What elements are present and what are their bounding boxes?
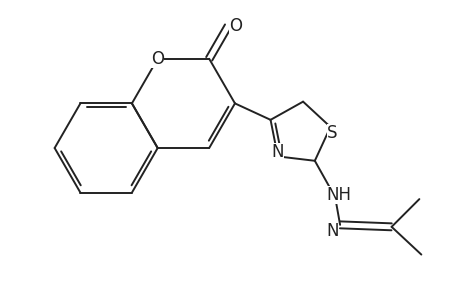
Text: N: N [271, 143, 284, 161]
Text: O: O [151, 50, 164, 68]
Text: N: N [325, 222, 338, 240]
Text: NH: NH [326, 186, 351, 204]
Text: S: S [326, 124, 337, 142]
Text: O: O [229, 17, 242, 35]
